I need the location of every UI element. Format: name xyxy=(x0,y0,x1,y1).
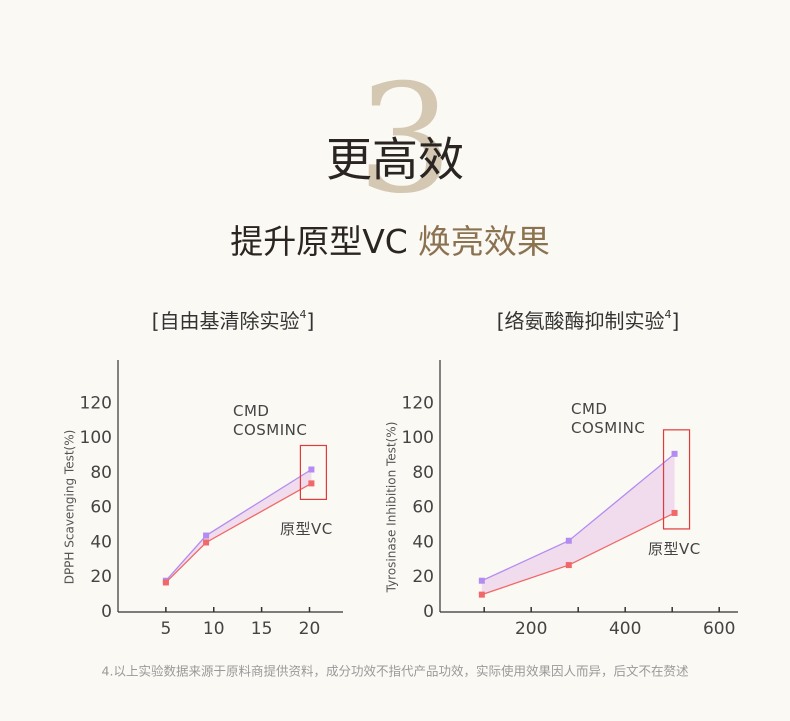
y-tick-label: 0 xyxy=(101,602,112,622)
legend-label: CMD COSMINC xyxy=(233,402,308,439)
subtitle: 提升原型VC 焕亮效果 xyxy=(230,222,550,261)
data-point xyxy=(308,466,315,473)
data-point xyxy=(162,579,169,586)
chart-title: [络氨酸酶抑制实验4] xyxy=(497,308,680,333)
data-point xyxy=(203,532,210,539)
data-point xyxy=(671,509,678,516)
legend-label: CMD COSMINC xyxy=(571,400,646,437)
section-number: 3 xyxy=(357,53,452,227)
y-tick-label: 120 xyxy=(402,393,434,413)
y-tick-label: 120 xyxy=(80,393,112,413)
y-tick-label: 100 xyxy=(402,428,434,448)
subtitle-highlight: 焕亮效果 xyxy=(418,222,550,261)
footnote: 4.以上实验数据来源于原料商提供资料，成分功效不指代产品功效，实际使用效果因人而… xyxy=(102,664,689,679)
y-tick-label: 40 xyxy=(90,532,112,552)
x-tick-label: 5 xyxy=(160,619,171,639)
y-tick-label: 40 xyxy=(412,532,434,552)
chart-title-part: ] xyxy=(672,309,680,333)
data-point xyxy=(478,591,485,598)
y-tick-label: 0 xyxy=(423,602,434,622)
y-tick-label: 20 xyxy=(412,567,434,587)
chart-title-part: [自由基清除实验 xyxy=(152,309,300,333)
x-tick-label: 600 xyxy=(703,619,735,639)
x-tick-label: 200 xyxy=(515,619,547,639)
y-tick-label: 60 xyxy=(412,498,434,518)
y-tick-label: 20 xyxy=(90,567,112,587)
y-tick-label: 60 xyxy=(90,498,112,518)
x-tick-label: 10 xyxy=(203,619,225,639)
y-tick-label: 100 xyxy=(80,428,112,448)
y-tick-label: 80 xyxy=(90,463,112,483)
data-point xyxy=(478,577,485,584)
subtitle-part: 提升原型VC xyxy=(230,222,408,261)
chart-title-part: ] xyxy=(307,309,315,333)
x-tick-label: 20 xyxy=(299,619,321,639)
y-axis-label: Tyrosinase Inhibition Test(%) xyxy=(385,422,399,594)
data-point xyxy=(565,562,572,569)
data-point xyxy=(565,537,572,544)
x-tick-label: 400 xyxy=(609,619,641,639)
band xyxy=(481,453,675,595)
data-point xyxy=(203,539,210,546)
x-tick-label: 15 xyxy=(251,619,273,639)
chart-title: [自由基清除实验4] xyxy=(152,308,315,333)
chart-title-part: [络氨酸酶抑制实验 xyxy=(497,309,665,333)
footnote-mark: 4 xyxy=(665,308,672,321)
footnote-mark: 4 xyxy=(300,308,307,321)
y-tick-label: 80 xyxy=(412,463,434,483)
legend-label: 原型VC xyxy=(280,520,333,538)
highlight-box xyxy=(662,429,691,530)
y-axis-label: DPPH Scavenging Test(%) xyxy=(63,430,77,585)
legend-label: 原型VC xyxy=(648,540,701,558)
data-point xyxy=(671,450,678,457)
data-point xyxy=(308,480,315,487)
band xyxy=(165,469,312,583)
highlight-box xyxy=(299,444,328,500)
section-title: 更高效 xyxy=(326,133,464,187)
